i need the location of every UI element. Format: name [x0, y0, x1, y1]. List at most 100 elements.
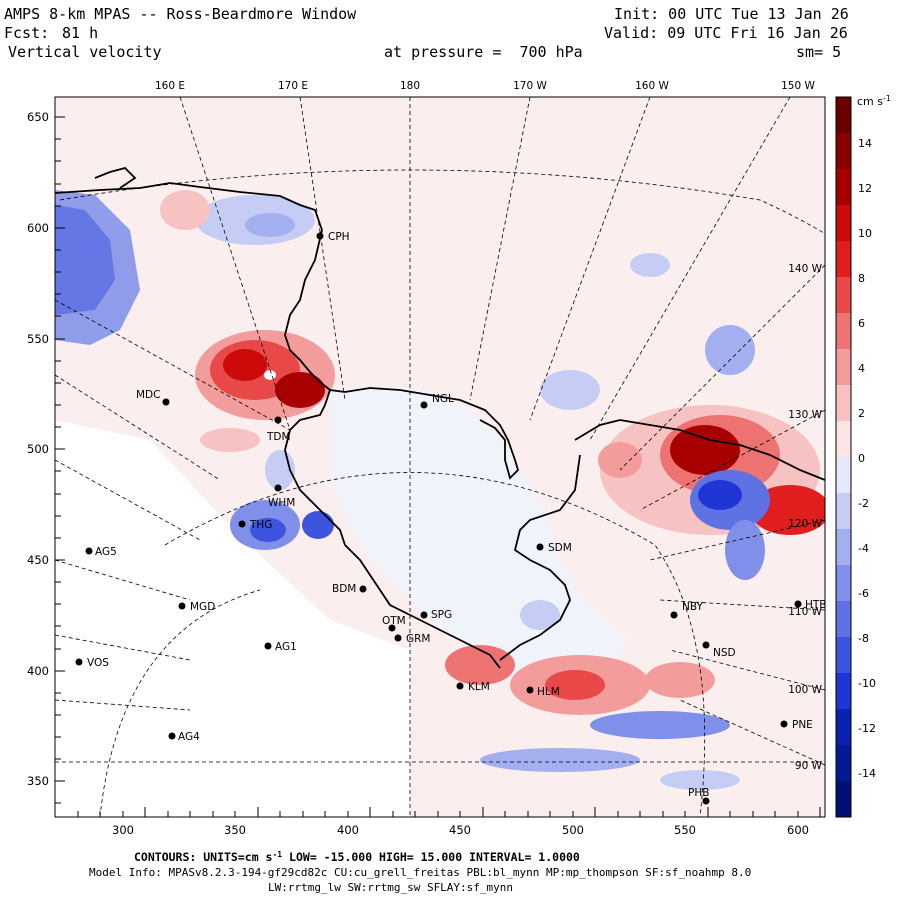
contours-units: CONTOURS: UNITS=cm s — [134, 850, 272, 864]
x-tick-label: 350 — [224, 823, 246, 837]
field-name: Vertical velocity — [8, 43, 162, 61]
x-tick-label: 600 — [787, 823, 809, 837]
longitude-label: 160 W — [635, 80, 669, 92]
station-dot — [75, 658, 83, 666]
colorbar-swatch-positive — [836, 205, 851, 242]
x-tick-label: 450 — [449, 823, 471, 837]
longitude-label: 180 — [400, 80, 420, 92]
colorbar-units: cm s-1 — [857, 94, 891, 108]
colorbar-swatch-negative — [836, 709, 851, 746]
station-dot — [456, 682, 464, 690]
colorbar-swatch-positive — [836, 241, 851, 278]
station-dot — [316, 232, 324, 240]
colorbar-label: 2 — [858, 407, 865, 420]
station-label: PHB — [688, 787, 709, 799]
station-dot — [526, 686, 534, 694]
longitude-label: 130 W — [788, 409, 822, 421]
y-axis-ticks — [55, 116, 65, 804]
colorbar-label: -14 — [858, 767, 876, 780]
longitude-label: 170 E — [278, 80, 308, 92]
station-label: VOS — [87, 657, 109, 669]
pressure-level: at pressure = 700 hPa — [384, 43, 583, 61]
station-dot — [420, 401, 428, 409]
station-dot — [780, 720, 788, 728]
station-dot — [420, 611, 428, 619]
forecast-label: Fcst: — [4, 24, 50, 42]
longitude-label: 110 W — [788, 606, 822, 618]
station-label: NSD — [713, 647, 736, 659]
station-label: SPG — [431, 609, 452, 621]
station-label: THG — [249, 519, 272, 531]
station-label: SDM — [548, 542, 572, 554]
colorbar-units-exp: -1 — [883, 94, 891, 103]
station-label: CPH — [328, 231, 350, 243]
y-tick-label: 600 — [27, 221, 49, 235]
colorbar-label: 4 — [858, 362, 865, 375]
colorbar-swatch-positive — [836, 421, 851, 458]
station-dot — [168, 732, 176, 740]
x-tick-label: 500 — [562, 823, 584, 837]
station-markers: CPH NGL MDC TDM WHM THG SDM AG5 BDM MGD … — [75, 231, 827, 805]
colorbar-swatch-negative — [836, 493, 851, 530]
y-tick-label: 400 — [27, 664, 49, 678]
colorbar-swatch-negative — [836, 529, 851, 566]
colorbar-label: -4 — [858, 542, 869, 555]
colorbar-swatch-positive — [836, 313, 851, 350]
longitude-label: 140 W — [788, 263, 822, 275]
station-dot — [794, 600, 802, 608]
coastline — [55, 166, 825, 669]
y-tick-label: 350 — [27, 774, 49, 788]
x-axis-labels: 300 350 400 450 500 550 600 — [112, 823, 809, 837]
plot-title: AMPS 8-km MPAS -- Ross-Beardmore Window — [4, 5, 357, 23]
colorbar-labels: 14 12 10 8 6 4 2 0 -2 -4 -6 -8 -10 -12 -… — [858, 137, 876, 780]
colorbar-label: 8 — [858, 272, 865, 285]
colorbar-swatch-positive — [836, 385, 851, 422]
model-info-line2: LW:rrtmg_lw SW:rrtmg_sw SFLAY:sf_mynn — [268, 881, 513, 894]
x-tick-label: 550 — [674, 823, 696, 837]
contours-range: LOW= -15.000 HIGH= 15.000 INTERVAL= 1.00… — [282, 850, 580, 864]
init-time: Init: 00 UTC Tue 13 Jan 26 — [614, 5, 849, 23]
colorbar-label: -8 — [858, 632, 869, 645]
station-dot — [394, 634, 402, 642]
y-tick-label: 650 — [27, 110, 49, 124]
longitude-label: 150 W — [781, 80, 815, 92]
vertical-velocity-field — [55, 97, 825, 817]
longitude-labels-top: 160 E 170 E 180 170 W 160 W 150 W — [155, 80, 816, 92]
colorbar-label: -12 — [858, 722, 876, 735]
colorbar-label: 12 — [858, 182, 872, 195]
colorbar: cm s-1 14 12 10 8 6 4 2 0 -2 -4 -6 -8 -1… — [835, 94, 891, 818]
colorbar-swatch-positive — [836, 169, 851, 206]
colorbar-label: 0 — [858, 452, 865, 465]
colorbar-label: -2 — [858, 497, 869, 510]
station-dot — [388, 624, 396, 632]
longitude-label: 90 W — [795, 760, 823, 772]
station-label: GRM — [406, 633, 431, 645]
contours-info: CONTOURS: UNITS=cm s-1 LOW= -15.000 HIGH… — [134, 850, 580, 864]
longitude-label: 170 W — [513, 80, 547, 92]
y-axis-labels: 650 600 550 500 450 400 350 — [27, 110, 49, 788]
colorbar-swatch-negative — [836, 565, 851, 602]
x-tick-label: 400 — [337, 823, 359, 837]
station-dot — [702, 797, 710, 805]
station-label: HTB — [805, 599, 827, 611]
colorbar-swatch-negative — [836, 637, 851, 674]
station-dot — [670, 611, 678, 619]
station-dot — [85, 547, 93, 555]
station-dot — [162, 398, 170, 406]
colorbar-swatch-positive — [836, 133, 851, 170]
station-dot — [178, 602, 186, 610]
contours-units-exp: -1 — [272, 850, 282, 859]
station-label: PNE — [792, 719, 813, 731]
x-axis-ticks — [77, 807, 821, 817]
station-label: KLM — [468, 681, 490, 693]
station-label: NGL — [432, 393, 454, 405]
colorbar-swatch-positive — [836, 277, 851, 314]
colorbar-label: 10 — [858, 227, 872, 240]
station-label: AG1 — [275, 641, 297, 653]
station-dot — [264, 642, 272, 650]
colorbar-label: -6 — [858, 587, 869, 600]
model-info: Model Info: MPASv8.2.3-194-gf29cd82c CU:… — [89, 866, 751, 879]
station-dot — [702, 641, 710, 649]
longitude-labels-right: 140 W 130 W 120 W 110 W 100 W 90 W — [788, 263, 822, 772]
colorbar-swatch-negative — [836, 601, 851, 638]
